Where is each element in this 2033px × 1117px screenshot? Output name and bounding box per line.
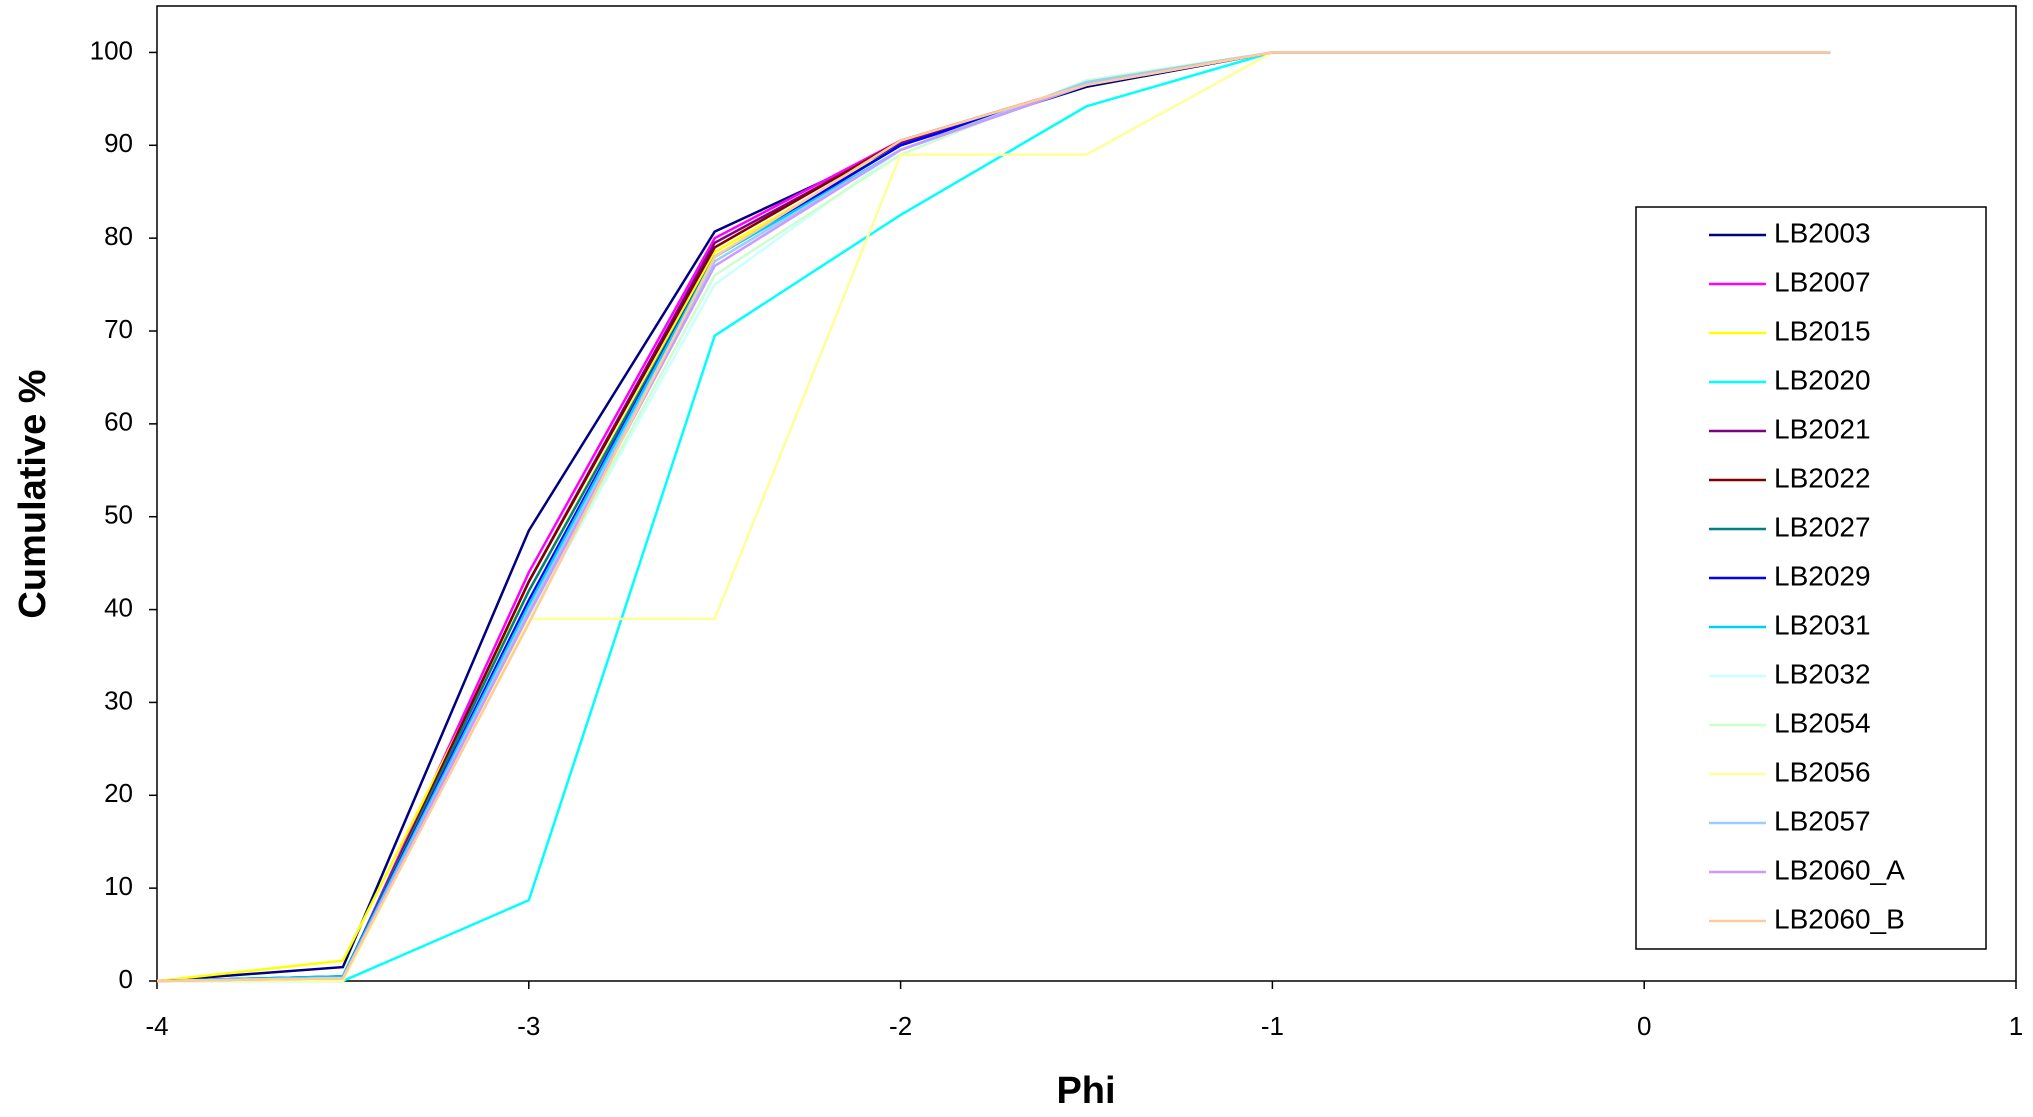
legend-label: LB2060_A [1774,854,1905,885]
legend-label: LB2060_B [1774,903,1905,934]
y-axis-title: Cumulative % [12,369,54,618]
x-tick-label: -4 [145,1011,168,1041]
legend-label: LB2057 [1774,805,1871,836]
plot-frame [156,5,2017,982]
y-tick-label: 70 [104,314,133,344]
x-tick-label: -3 [517,1011,540,1041]
legend-label: LB2032 [1774,658,1871,689]
legend-label: LB2056 [1774,756,1871,787]
y-tick-label: 30 [104,685,133,715]
y-tick-label: 50 [104,500,133,530]
legend-label: LB2021 [1774,413,1871,444]
legend-label: LB2003 [1774,217,1871,248]
x-tick-label: 0 [1637,1011,1651,1041]
legend-label: LB2020 [1774,364,1871,395]
y-tick-label: 90 [104,128,133,158]
y-tick-label: 80 [104,221,133,251]
legend-label: LB2029 [1774,560,1871,591]
legend-label: LB2015 [1774,315,1871,346]
legend-label: LB2027 [1774,511,1871,542]
y-tick-label: 100 [90,35,133,65]
x-tick-label: -2 [889,1011,912,1041]
series-line [156,51,1831,983]
legend-label: LB2031 [1774,609,1871,640]
x-tick-label: 1 [2009,1011,2023,1041]
legend-label: LB2054 [1774,707,1871,738]
y-tick-label: 10 [104,871,133,901]
y-tick-label: 0 [119,964,133,994]
legend-box [1635,206,1987,950]
y-tick-label: 40 [104,592,133,622]
legend-label: LB2007 [1774,266,1871,297]
x-tick-label: -1 [1261,1011,1284,1041]
y-tick-label: 20 [104,778,133,808]
y-tick-label: 60 [104,407,133,437]
series-line [156,51,1831,983]
x-axis-title: Phi [1056,1070,1115,1112]
legend-label: LB2022 [1774,462,1871,493]
